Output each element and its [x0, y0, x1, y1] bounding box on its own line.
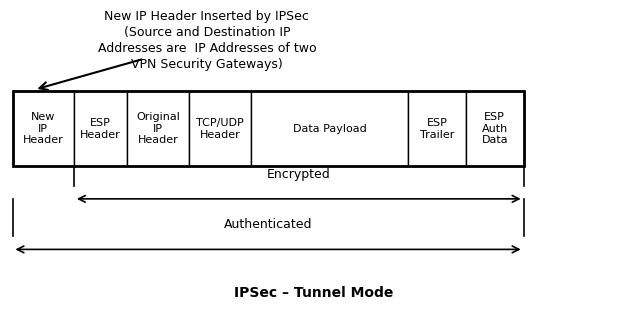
Bar — [74, 91, 127, 166]
Bar — [189, 91, 251, 166]
Text: Authenticated: Authenticated — [224, 218, 312, 231]
Bar — [251, 91, 408, 166]
Text: ESP
Auth
Data: ESP Auth Data — [482, 112, 508, 145]
Text: Encrypted: Encrypted — [267, 168, 330, 181]
Text: New
IP
Header: New IP Header — [23, 112, 63, 145]
Text: New IP Header Inserted by IPSec
(Source and Destination IP
Addresses are  IP Add: New IP Header Inserted by IPSec (Source … — [98, 10, 316, 71]
Text: ESP
Trailer: ESP Trailer — [420, 118, 454, 140]
Text: ESP
Header: ESP Header — [80, 118, 121, 140]
Bar — [408, 91, 466, 166]
Text: TCP/UDP
Header: TCP/UDP Header — [196, 118, 244, 140]
Bar — [127, 91, 189, 166]
Text: Data Payload: Data Payload — [293, 124, 367, 134]
Bar — [466, 91, 524, 166]
Bar — [13, 91, 74, 166]
Bar — [13, 91, 524, 166]
Text: Original
IP
Header: Original IP Header — [136, 112, 180, 145]
Text: IPSec – Tunnel Mode: IPSec – Tunnel Mode — [234, 286, 393, 300]
